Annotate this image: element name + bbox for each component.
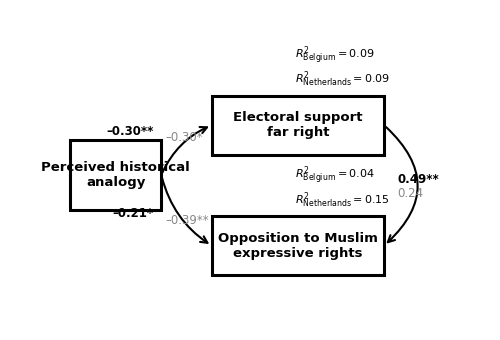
Text: Opposition to Muslim
expressive rights: Opposition to Muslim expressive rights [218,232,378,260]
Text: –0.39**: –0.39** [165,214,209,227]
Text: Electoral support
far right: Electoral support far right [233,111,362,139]
FancyBboxPatch shape [212,96,384,155]
Text: $R^2_{\mathrm{Netherlands}}=0.15$: $R^2_{\mathrm{Netherlands}}=0.15$ [295,190,390,210]
Text: –0.30*: –0.30* [165,131,203,144]
Text: –0.30**: –0.30** [106,125,154,138]
Text: $R^2_{\mathrm{Belgium}}=0.09$: $R^2_{\mathrm{Belgium}}=0.09$ [295,45,374,67]
Text: –0.21*: –0.21* [112,207,154,220]
Text: 0.24: 0.24 [398,187,424,201]
Text: Perceived historical
analogy: Perceived historical analogy [42,161,190,189]
Text: $R^2_{\mathrm{Belgium}}=0.04$: $R^2_{\mathrm{Belgium}}=0.04$ [295,165,375,187]
FancyBboxPatch shape [212,216,384,275]
Text: 0.49**: 0.49** [398,173,440,186]
FancyBboxPatch shape [70,140,162,210]
Text: $R^2_{\mathrm{Netherlands}}=0.09$: $R^2_{\mathrm{Netherlands}}=0.09$ [295,70,390,89]
